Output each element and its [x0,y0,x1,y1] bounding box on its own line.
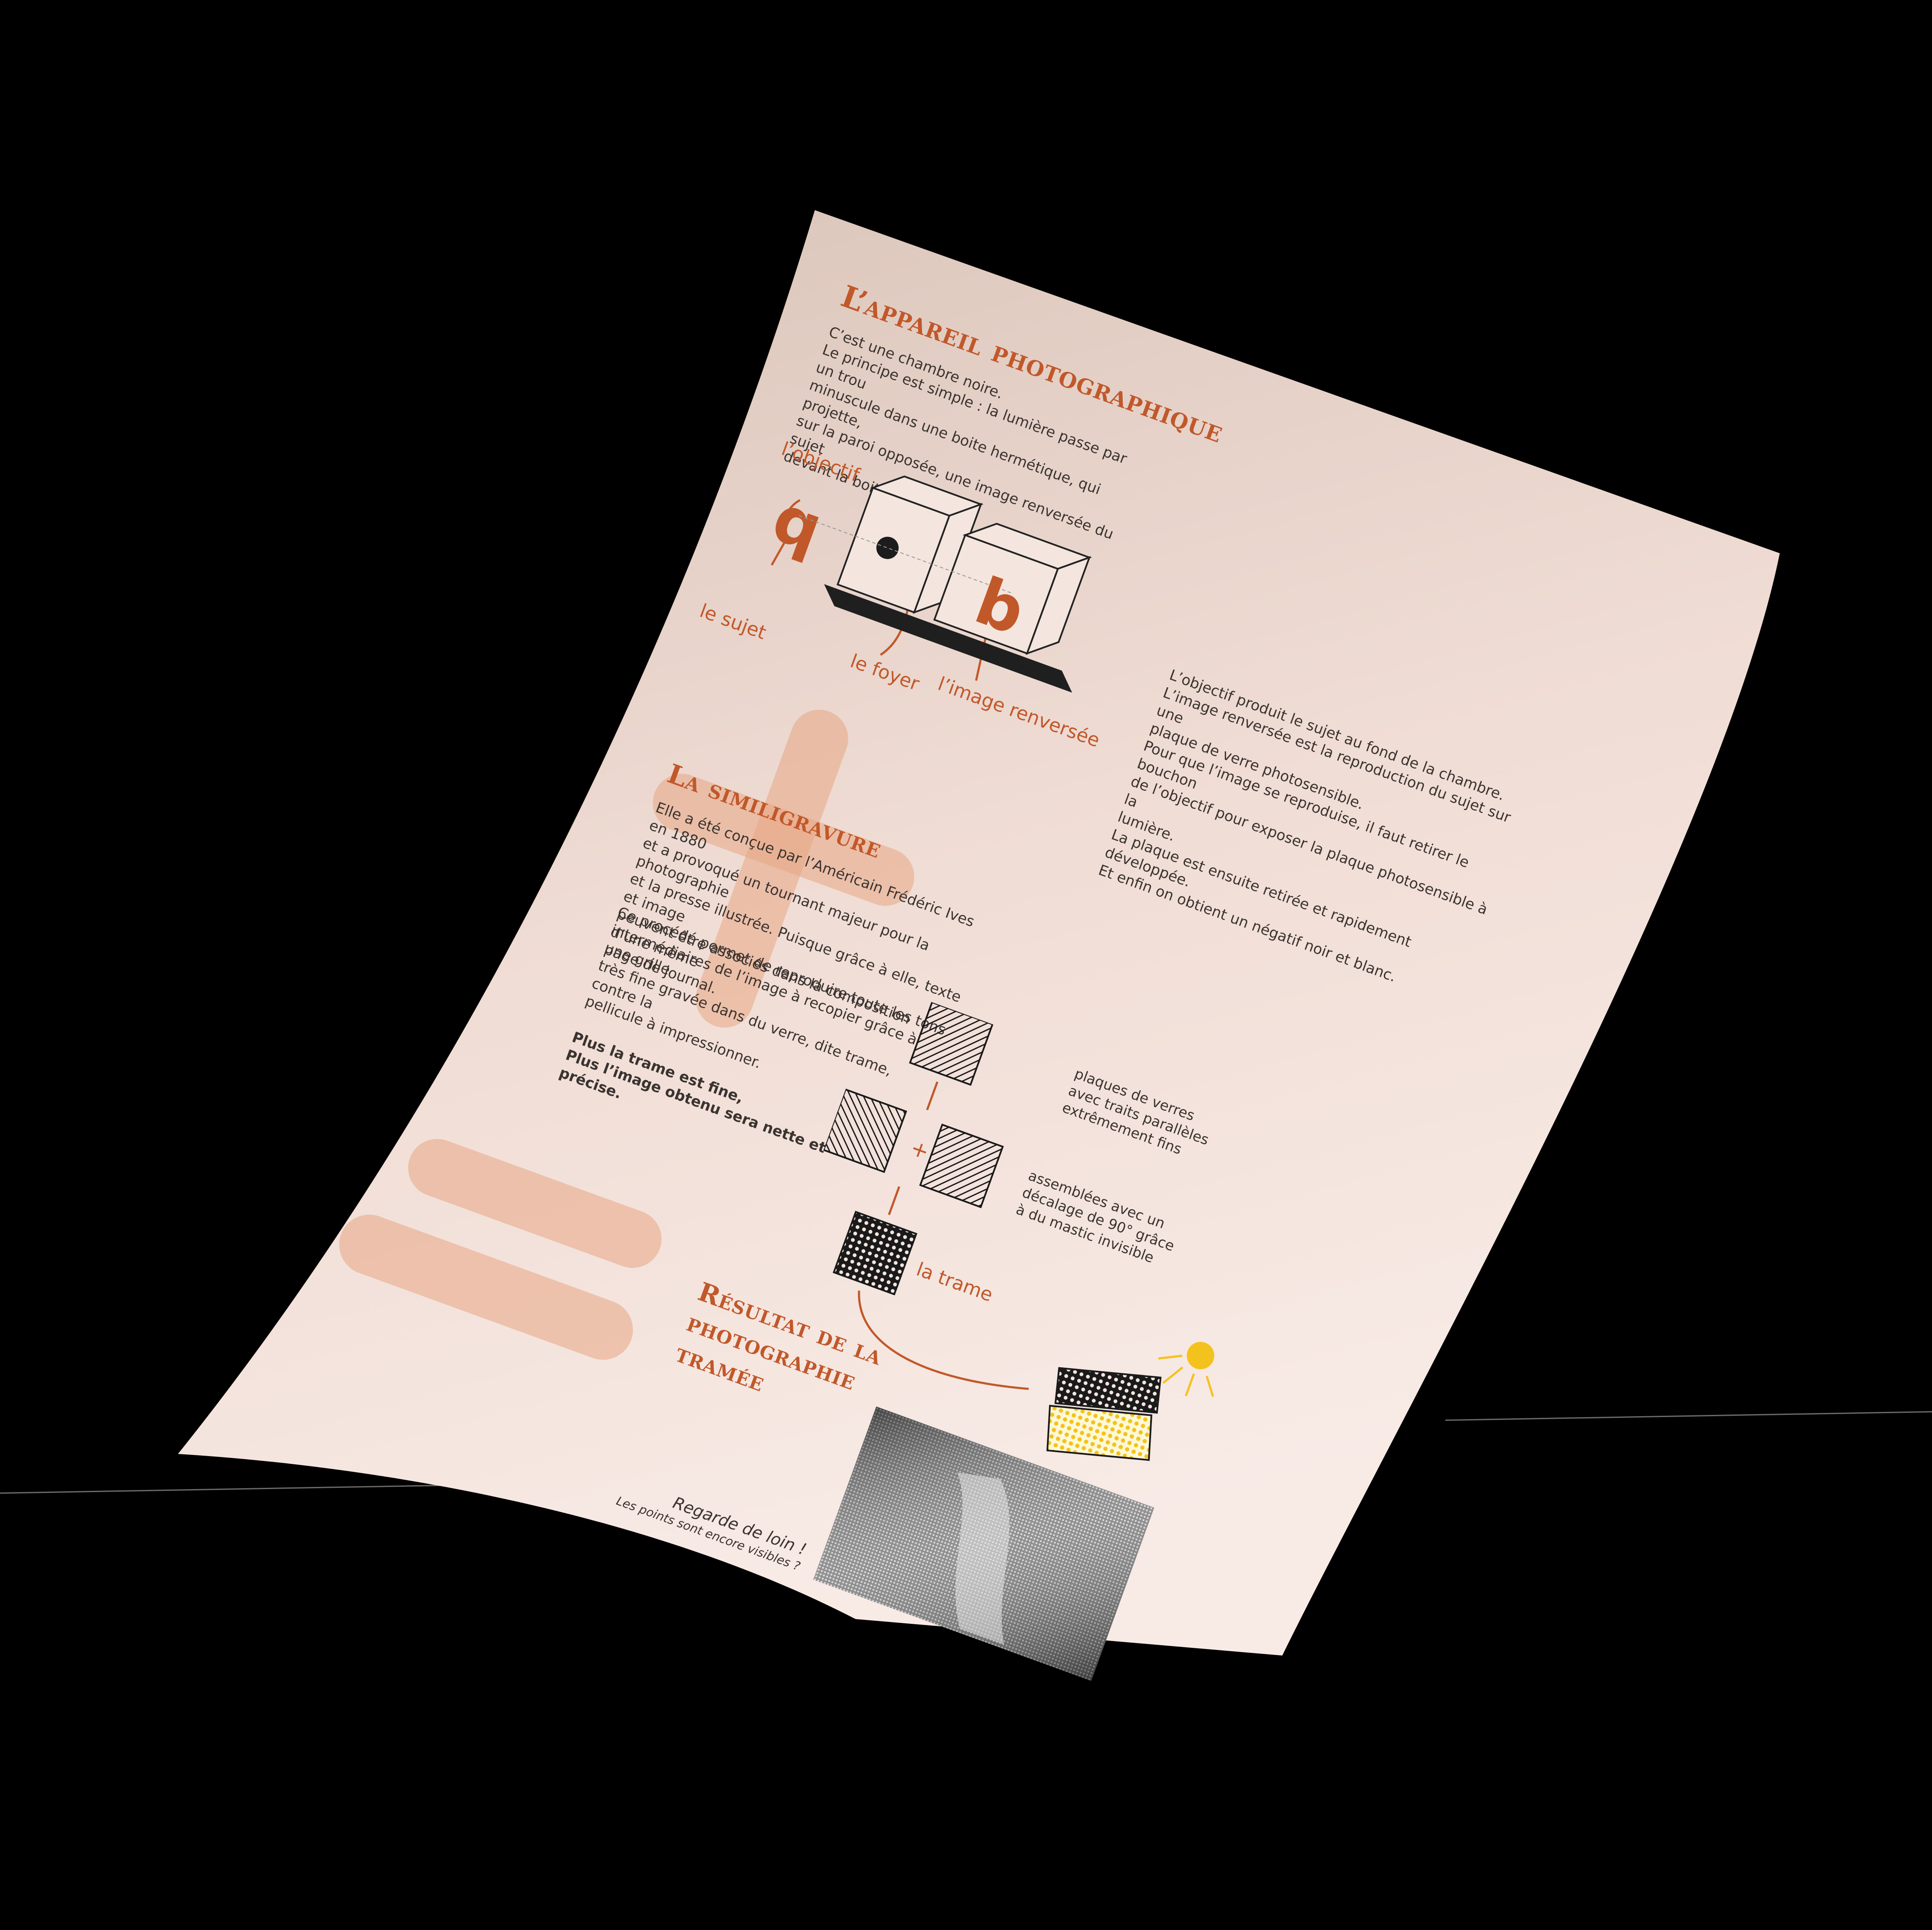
document-page: L’appareil photographique C’est une cham… [331,244,1673,1681]
lens-circle [876,537,899,559]
glass-plate-2 [822,1088,907,1173]
glass-plate-3 [919,1123,1004,1209]
exposure-trame [1054,1367,1162,1414]
camera-base-rail [824,584,1072,693]
trame-diagram: + [822,1001,1215,1461]
camera-back-side [1025,556,1091,655]
light-ray [799,515,1013,594]
photo-highlight [955,1472,1010,1645]
glass-plate-1 [909,1001,994,1086]
arrow-down-1 [926,1081,939,1110]
halftone-photo [813,1406,1154,1681]
arrow-to-exposure [858,1291,1029,1390]
trame-grid [832,1210,918,1296]
sun-icon [1187,1342,1215,1369]
arrow-sujet [771,542,786,566]
camera-explanation-text: L’objectif produit le sujet au fond de l… [1096,666,1536,1010]
camera-diagram: q b [763,475,1092,693]
sun-rays [1158,1354,1214,1397]
photosensitive-plate [1046,1405,1152,1461]
arrow-objectif [782,499,801,545]
arrow-down-2 [888,1186,901,1215]
